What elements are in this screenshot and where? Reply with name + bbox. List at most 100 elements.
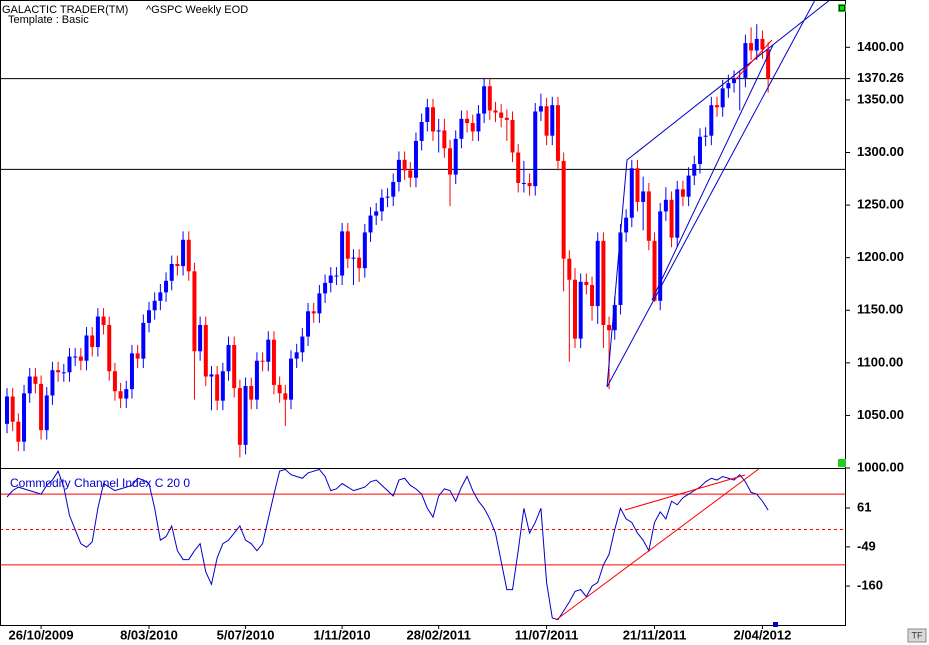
candle-body	[686, 175, 691, 197]
candle-body	[680, 189, 685, 197]
trend-line	[624, 474, 746, 511]
candle-body	[220, 371, 225, 401]
candle-body	[271, 339, 276, 385]
candle-body	[215, 374, 220, 401]
candle-body	[294, 352, 299, 359]
candle-body	[50, 370, 55, 396]
trend-line	[606, 1, 816, 388]
candle-body	[323, 282, 328, 294]
candle-body	[300, 336, 305, 353]
candle-body	[669, 199, 674, 238]
candle-body	[124, 389, 129, 399]
candle-body	[709, 105, 714, 136]
candle-body	[129, 353, 134, 390]
tf-badge-text: TF	[912, 630, 923, 640]
candle-body	[334, 275, 339, 277]
candle-body	[595, 240, 600, 307]
candle-body	[431, 107, 435, 132]
candle-body	[391, 181, 396, 197]
candle-body	[601, 240, 606, 325]
candle-body	[243, 385, 248, 445]
y-tick-label: 1350.00	[857, 91, 904, 106]
x-tick-label: 28/02/2011	[407, 627, 471, 642]
candle-body	[209, 374, 214, 377]
cci-title: Commodity Channel Index C 20 0	[10, 476, 190, 490]
candle-body	[22, 393, 27, 442]
candle-body	[374, 211, 379, 216]
candle-body	[311, 311, 316, 314]
candle-body	[732, 78, 737, 84]
candle-body	[152, 300, 157, 311]
candle-body	[567, 258, 572, 280]
candle-body	[555, 105, 560, 161]
candle-body	[340, 231, 345, 276]
candle-body	[692, 164, 697, 176]
candle-body	[544, 106, 549, 136]
cci-line	[6, 469, 769, 621]
candle-body	[425, 107, 430, 122]
candle-body	[226, 344, 231, 372]
candle-body	[249, 385, 254, 400]
candle-body	[84, 335, 89, 361]
candle-body	[289, 358, 293, 400]
candle-body	[442, 130, 447, 149]
hline-label: 1370.26	[857, 70, 904, 85]
candle-body	[16, 421, 21, 442]
x-tick-label: 2/04/2012	[734, 627, 792, 642]
y-tick-label: 61	[857, 499, 871, 514]
candle-body	[95, 316, 100, 348]
candle-body	[101, 316, 106, 325]
candle-body	[317, 293, 322, 314]
x-tick-label: 11/07/2011	[515, 627, 579, 642]
cci-trend-lines	[555, 469, 760, 621]
trend-line	[651, 44, 774, 301]
candle-body	[635, 168, 640, 202]
candle-body	[169, 263, 174, 281]
candle-body	[266, 339, 271, 362]
candle-body	[482, 86, 487, 114]
y-tick-label: 1150.00	[857, 302, 903, 317]
template-label: Template : Basic	[8, 14, 89, 26]
candle-body	[499, 112, 504, 118]
candle-body	[550, 105, 555, 136]
trend-line	[606, 159, 628, 388]
candle-body	[703, 135, 708, 137]
candle-body	[10, 396, 15, 422]
candle-body	[459, 118, 464, 139]
candle-body	[612, 304, 617, 331]
candle-body	[766, 49, 771, 79]
candle-body	[493, 110, 498, 113]
candle-body	[277, 384, 282, 394]
candle-body	[533, 111, 538, 187]
candle-body	[328, 275, 333, 283]
candle-body	[697, 136, 702, 165]
candle-body	[754, 38, 759, 51]
candle-body	[27, 376, 32, 394]
y-tick-label: -160	[857, 578, 883, 593]
candle-body	[652, 240, 657, 301]
candle-body	[402, 159, 407, 171]
candle-body	[521, 182, 526, 184]
candle-body	[516, 152, 521, 183]
candle-body	[663, 199, 668, 212]
candle-body	[607, 324, 612, 331]
candle-body	[73, 356, 78, 358]
trend-lines	[606, 1, 830, 388]
candle-body	[436, 130, 441, 132]
candle-body	[504, 117, 509, 120]
candle-body	[107, 324, 112, 372]
price-plot	[1, 24, 845, 458]
candle-body	[141, 322, 146, 359]
trend-line	[555, 469, 760, 621]
candle-body	[379, 197, 384, 212]
candle-body	[737, 77, 742, 79]
candle-body	[408, 170, 413, 178]
y-tick-label: 1000.00	[857, 459, 904, 474]
candle-body	[186, 239, 191, 272]
x-tick-label: 5/07/2010	[217, 627, 275, 642]
candle-body	[453, 138, 458, 175]
x-tick-label: 21/11/2011	[623, 627, 687, 642]
candle-body	[749, 43, 754, 51]
marker	[838, 4, 846, 12]
